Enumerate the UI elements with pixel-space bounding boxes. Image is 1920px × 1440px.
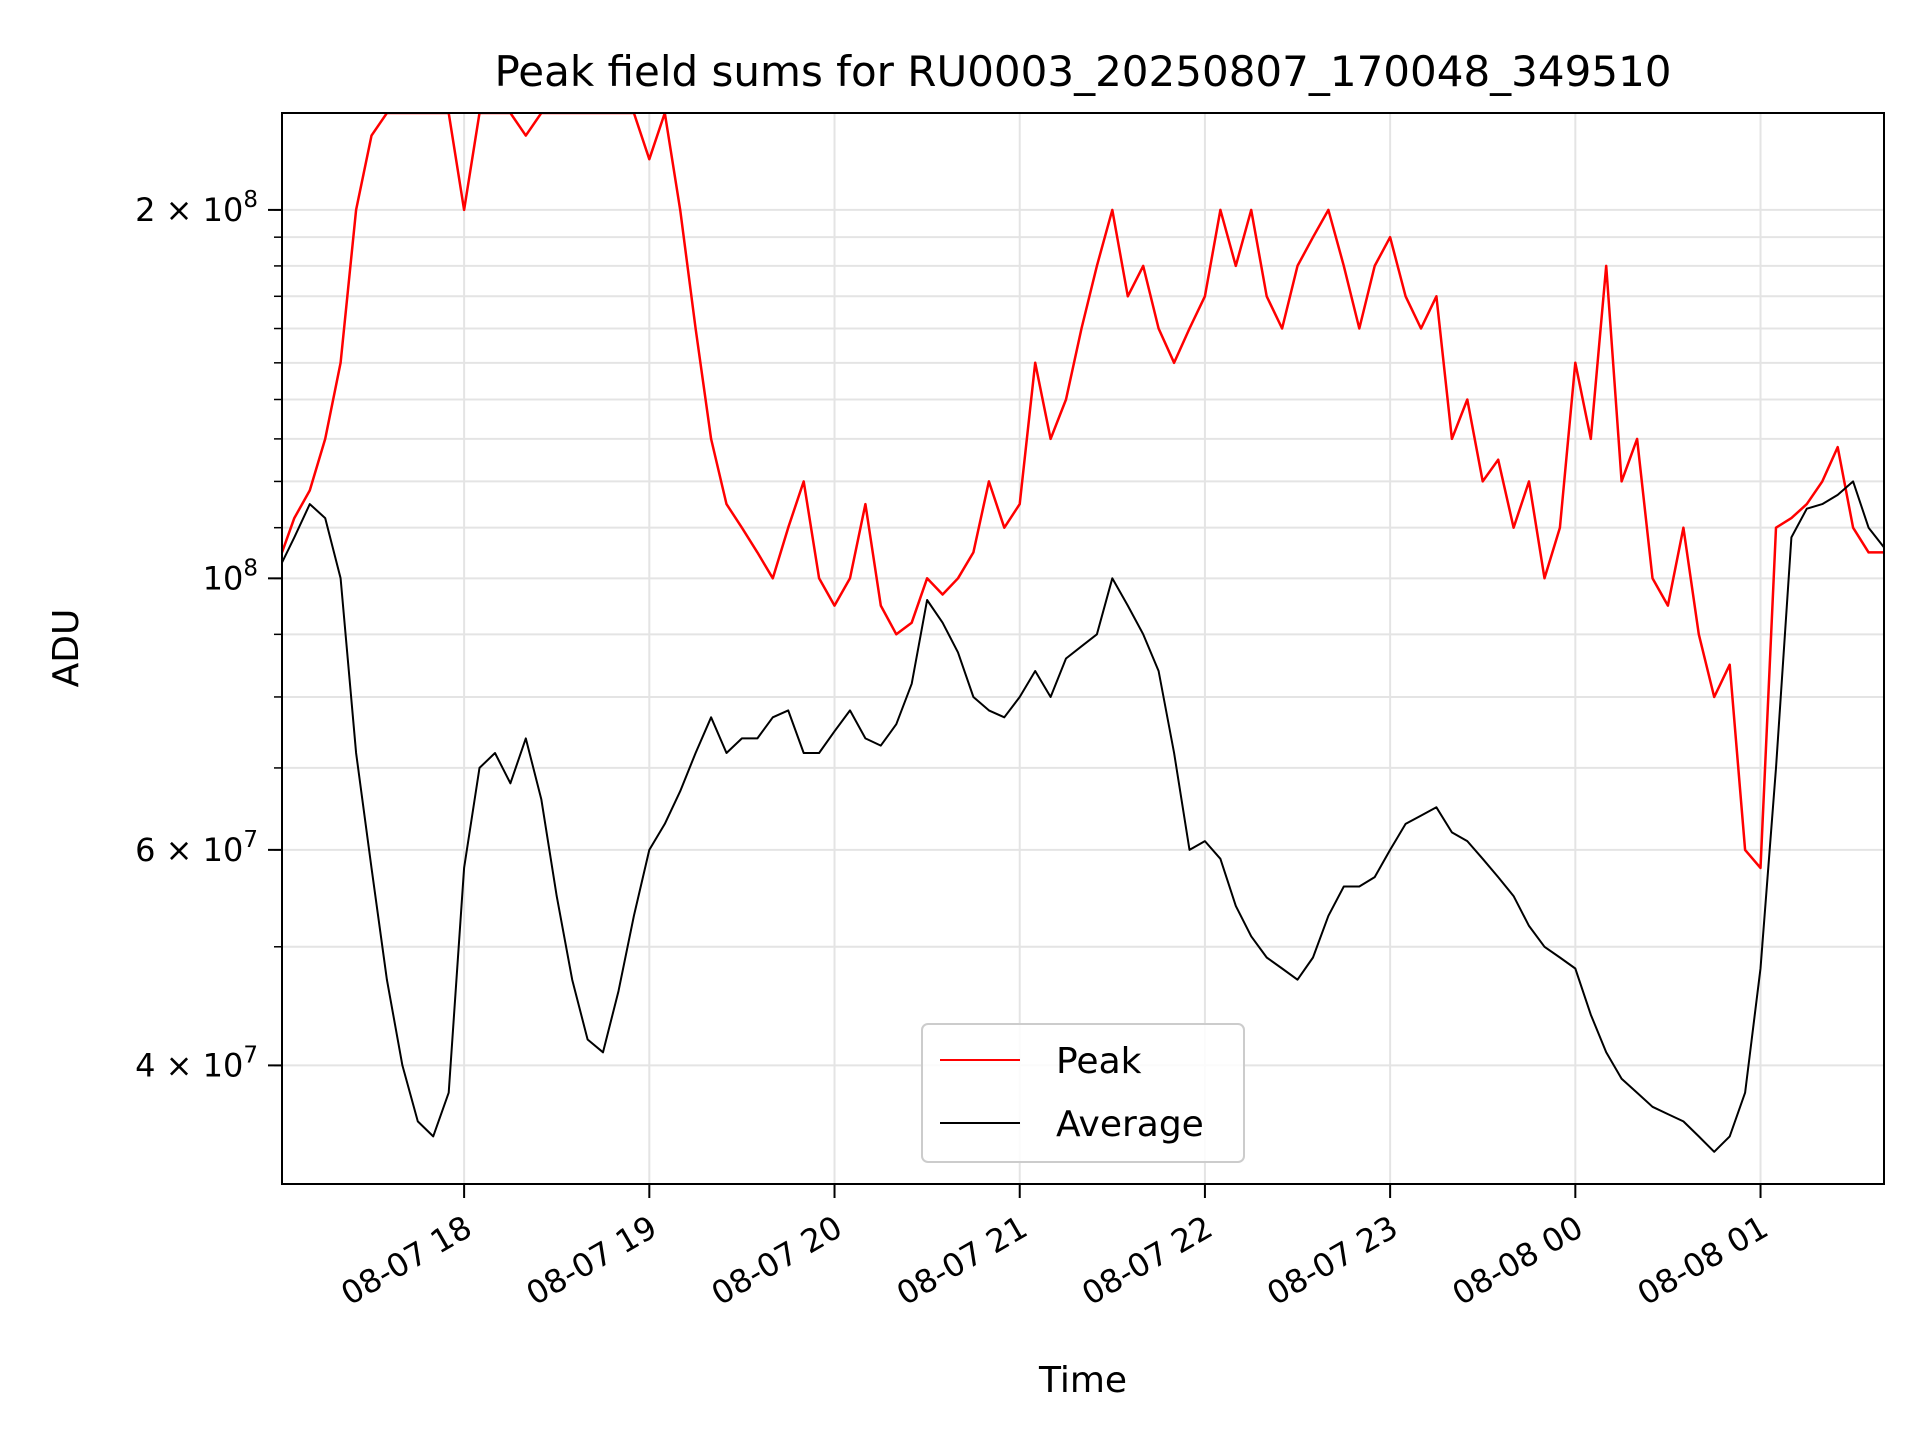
legend-label-average: Average (1056, 1104, 1204, 1145)
series-line-average (282, 480, 1884, 1153)
legend-box (921, 1023, 1245, 1163)
chart-title: Peak field sums for RU0003_20250807_1700… (494, 47, 1671, 96)
y-axis-label: ADU (46, 609, 87, 688)
series-layer (282, 113, 1884, 1153)
grid (282, 113, 1884, 1184)
legend: Peak Average (921, 1023, 1245, 1163)
y-tick-label: 4 × 107 (135, 1042, 258, 1084)
y-tick-label: 6 × 107 (135, 827, 258, 869)
legend-label-peak: Peak (1056, 1041, 1142, 1082)
x-axis-label: Time (1038, 1360, 1127, 1401)
series-line-peak (282, 113, 1884, 870)
y-tick-label: 2 × 108 (135, 187, 258, 229)
plot-frame (281, 112, 1885, 1185)
